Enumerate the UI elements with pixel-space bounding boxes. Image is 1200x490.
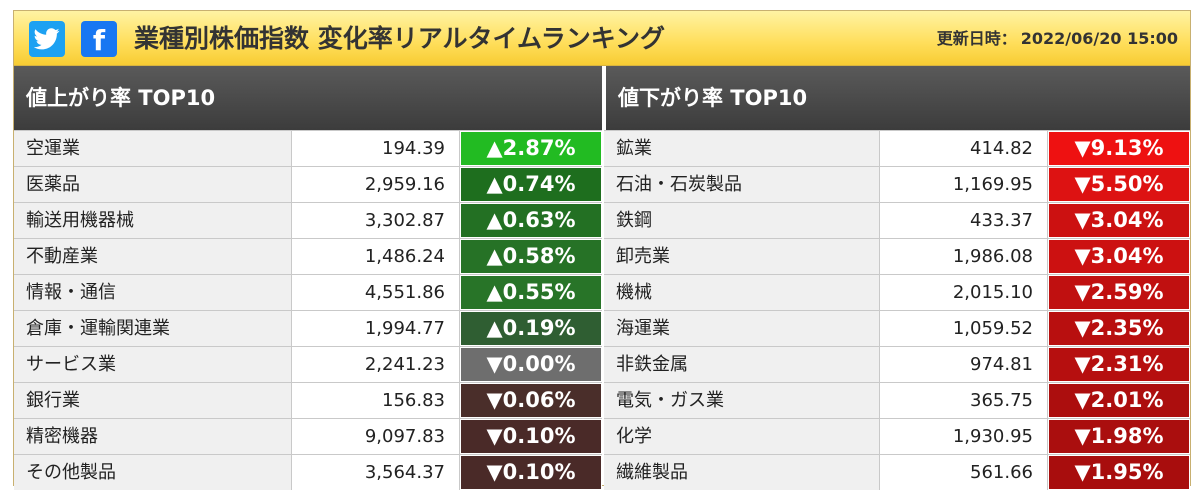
table-row[interactable]: 卸売業 1,986.08 ▼3.04% [604,238,1190,274]
updated-value: 2022/06/20 15:00 [1020,29,1178,48]
index-value: 2,241.23 [292,347,460,382]
sector-name: 輸送用機器械 [14,203,292,238]
change-rate-badge: ▼2.35% [1048,311,1190,346]
table-row[interactable]: 機械 2,015.10 ▼2.59% [604,274,1190,310]
updated-label: 更新日時： [936,29,1017,48]
facebook-f-glyph: f [92,24,106,57]
sector-name: 非鉄金属 [604,347,880,382]
sector-name: 空運業 [14,131,292,166]
index-value: 365.75 [880,383,1048,418]
sector-name: 倉庫・運輸関連業 [14,311,292,346]
change-rate-badge: ▼0.10% [460,419,602,454]
index-value: 1,059.52 [880,311,1048,346]
index-value: 433.37 [880,203,1048,238]
index-value: 1,986.08 [880,239,1048,274]
table-row[interactable]: 化学 1,930.95 ▼1.98% [604,418,1190,454]
sector-name: その他製品 [14,455,292,490]
table-row[interactable]: 医薬品 2,959.16 ▲0.74% [14,166,602,202]
index-value: 561.66 [880,455,1048,490]
index-value: 3,564.37 [292,455,460,490]
header-bar: f 業種別株価指数 変化率リアルタイムランキング 更新日時： 2022/06/20… [14,11,1190,66]
index-value: 1,169.95 [880,167,1048,202]
gainers-table: 空運業 194.39 ▲2.87% 医薬品 2,959.16 ▲0.74% 輸送用機器械 3,… [14,130,602,490]
change-rate-badge: ▼0.06% [460,383,602,418]
change-rate-badge: ▼3.04% [1048,203,1190,238]
change-rate-badge: ▼5.50% [1048,167,1190,202]
updated-timestamp: 更新日時： 2022/06/20 15:00 [937,11,1178,66]
index-value: 1,994.77 [292,311,460,346]
table-row[interactable]: 繊維製品 561.66 ▼1.95% [604,454,1190,490]
gainers-heading: 値上がり率 TOP10 [14,66,602,130]
table-row[interactable]: 空運業 194.39 ▲2.87% [14,130,602,166]
table-row[interactable]: サービス業 2,241.23 ▼0.00% [14,346,602,382]
sector-name: 鉄鋼 [604,203,880,238]
change-rate-badge: ▼2.31% [1048,347,1190,382]
table-row[interactable]: 非鉄金属 974.81 ▼2.31% [604,346,1190,382]
sector-name: 電気・ガス業 [604,383,880,418]
table-row[interactable]: 石油・石炭製品 1,169.95 ▼5.50% [604,166,1190,202]
sector-name: 精密機器 [14,419,292,454]
twitter-bird-glyph [34,28,60,50]
losers-table: 鉱業 414.82 ▼9.13% 石油・石炭製品 1,169.95 ▼5.50% 鉄鋼 433… [604,130,1190,490]
table-row[interactable]: 海運業 1,059.52 ▼2.35% [604,310,1190,346]
table-row[interactable]: 銀行業 156.83 ▼0.06% [14,382,602,418]
twitter-icon[interactable] [29,21,65,57]
table-row[interactable]: 倉庫・運輸関連業 1,994.77 ▲0.19% [14,310,602,346]
index-value: 2,959.16 [292,167,460,202]
change-rate-badge: ▼9.13% [1048,131,1190,166]
sector-name: 繊維製品 [604,455,880,490]
table-row[interactable]: 鉱業 414.82 ▼9.13% [604,130,1190,166]
index-value: 2,015.10 [880,275,1048,310]
index-value: 194.39 [292,131,460,166]
change-rate-badge: ▲2.87% [460,131,602,166]
change-rate-badge: ▲0.19% [460,311,602,346]
index-value: 4,551.86 [292,275,460,310]
change-rate-badge: ▼1.95% [1048,455,1190,490]
table-row[interactable]: 鉄鋼 433.37 ▼3.04% [604,202,1190,238]
index-value: 3,302.87 [292,203,460,238]
sector-name: 海運業 [604,311,880,346]
change-rate-badge: ▲0.74% [460,167,602,202]
sector-name: 鉱業 [604,131,880,166]
sector-name: 卸売業 [604,239,880,274]
change-rate-badge: ▼0.00% [460,347,602,382]
change-rate-badge: ▲0.58% [460,239,602,274]
index-value: 414.82 [880,131,1048,166]
sector-name: 情報・通信 [14,275,292,310]
change-rate-badge: ▼2.01% [1048,383,1190,418]
page-title: 業種別株価指数 変化率リアルタイムランキング [134,24,665,53]
change-rate-badge: ▲0.55% [460,275,602,310]
sector-name: 医薬品 [14,167,292,202]
ranking-widget: f 業種別株価指数 変化率リアルタイムランキング 更新日時： 2022/06/20… [13,10,1191,490]
index-value: 1,486.24 [292,239,460,274]
change-rate-badge: ▼3.04% [1048,239,1190,274]
sector-name: 不動産業 [14,239,292,274]
sector-name: 銀行業 [14,383,292,418]
change-rate-badge: ▼0.10% [460,455,602,490]
index-value: 1,930.95 [880,419,1048,454]
change-rate-badge: ▼2.59% [1048,275,1190,310]
change-rate-badge: ▲0.63% [460,203,602,238]
index-value: 156.83 [292,383,460,418]
sector-name: 化学 [604,419,880,454]
index-value: 974.81 [880,347,1048,382]
index-value: 9,097.83 [292,419,460,454]
sector-name: 機械 [604,275,880,310]
losers-heading: 値下がり率 TOP10 [604,66,1190,130]
table-row[interactable]: 輸送用機器械 3,302.87 ▲0.63% [14,202,602,238]
table-row[interactable]: 電気・ガス業 365.75 ▼2.01% [604,382,1190,418]
facebook-icon[interactable]: f [81,21,117,57]
table-row[interactable]: その他製品 3,564.37 ▼0.10% [14,454,602,490]
table-row[interactable]: 精密機器 9,097.83 ▼0.10% [14,418,602,454]
table-row[interactable]: 情報・通信 4,551.86 ▲0.55% [14,274,602,310]
table-row[interactable]: 不動産業 1,486.24 ▲0.58% [14,238,602,274]
sector-name: 石油・石炭製品 [604,167,880,202]
sector-name: サービス業 [14,347,292,382]
change-rate-badge: ▼1.98% [1048,419,1190,454]
